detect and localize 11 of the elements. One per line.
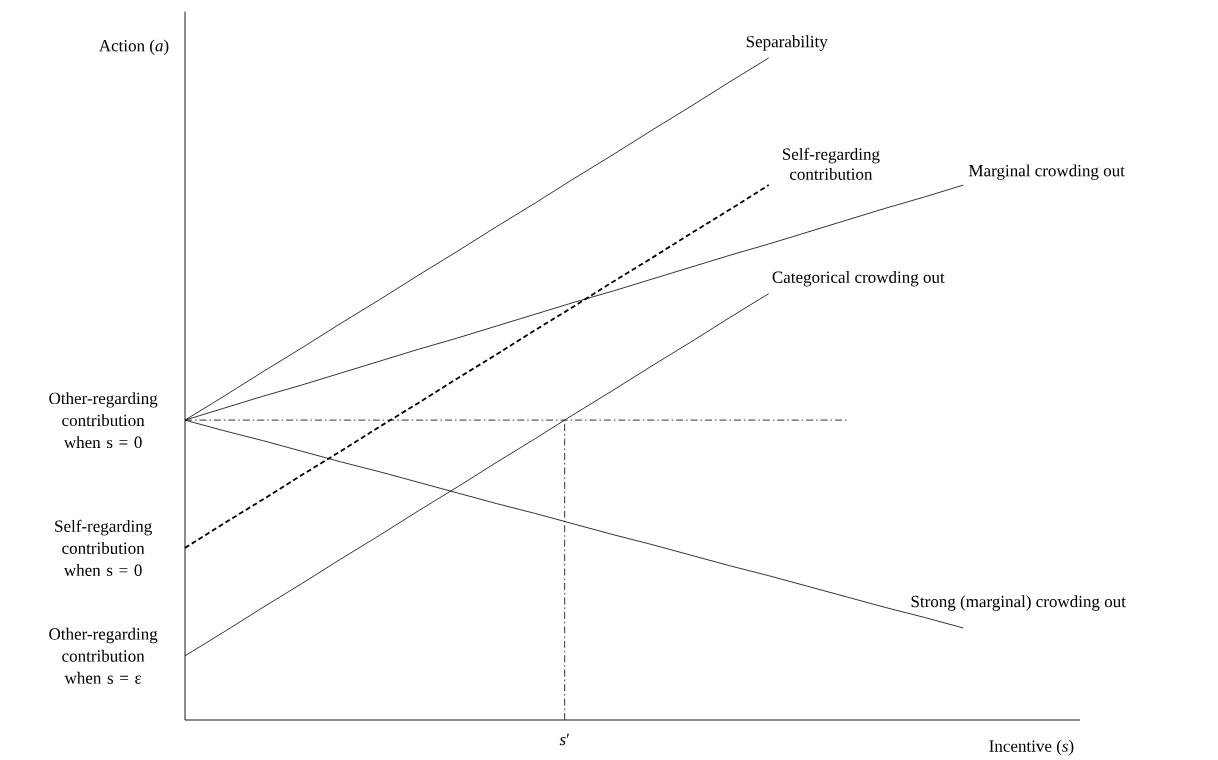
text: Self-regarding contribution when s = 0: [55, 519, 152, 576]
series-label: Categorical crowding out: [772, 271, 945, 287]
text: Other-regarding contribution when s = 0: [49, 392, 158, 449]
series-label: Self-regarding contribution: [782, 147, 880, 180]
series-label: Strong (marginal) crowding out: [911, 595, 1126, 611]
series-label: Marginal crowding out: [968, 164, 1125, 180]
x-axis-title: Incentive (s): [989, 739, 1074, 756]
series-label: Separability: [746, 35, 828, 51]
text: Other-regarding contribution when s = ε: [49, 627, 158, 684]
y-axis-title: Action (a): [98, 39, 169, 55]
text: s′: [559, 733, 569, 746]
